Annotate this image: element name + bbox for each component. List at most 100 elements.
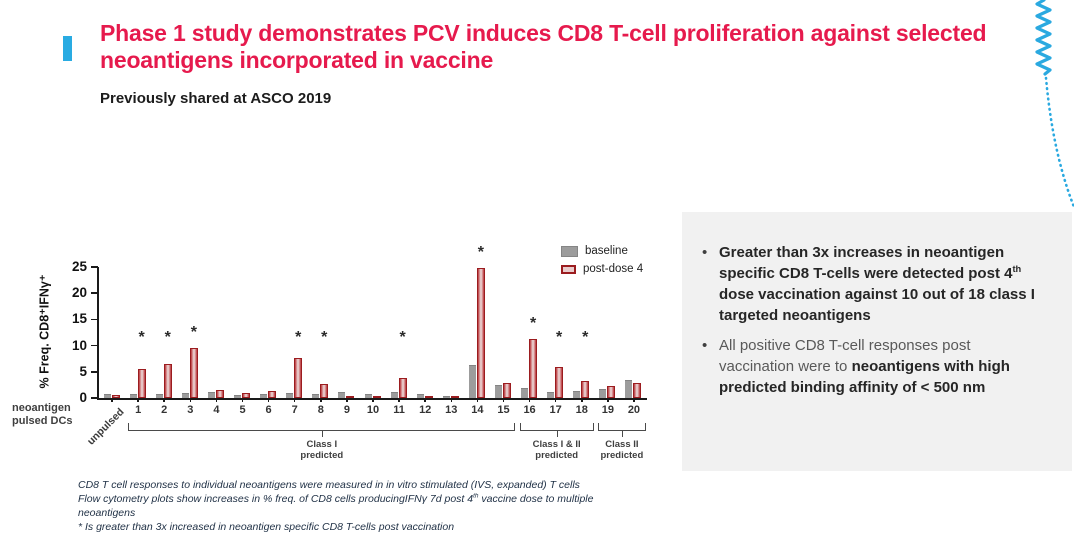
bracket-tick xyxy=(321,430,324,437)
bar-postdose-7 xyxy=(294,357,303,398)
bar-baseline-15 xyxy=(494,384,502,398)
text-segment: th xyxy=(1012,264,1022,274)
bar-baseline-4 xyxy=(207,392,215,398)
bar-baseline-3 xyxy=(181,392,189,398)
significance-star-8: * xyxy=(321,329,328,346)
x-label-16: 16 xyxy=(523,404,536,416)
bar-baseline-17 xyxy=(547,391,555,398)
slide-subtitle: Previously shared at ASCO 2019 xyxy=(100,90,332,107)
bar-postdose-9 xyxy=(346,396,355,398)
text-segment: vaccine dose to multiple neoantigens xyxy=(78,493,594,519)
bracket-label: Class I & II predicted xyxy=(532,439,581,461)
x-label-4: 4 xyxy=(213,404,220,416)
text-segment: CD8 T cell responses to individual neoan… xyxy=(78,479,580,491)
chart-legend: baseline post-dose 4 xyxy=(561,245,643,281)
y-tick-mark xyxy=(91,397,98,399)
insight-bullet-list: Greater than 3x increases in neoantigen … xyxy=(702,242,1048,398)
x-tick-mark xyxy=(633,398,635,402)
x-label-14: 14 xyxy=(471,404,484,416)
text-segment: * Is greater than 3x increased in neoant… xyxy=(78,521,455,533)
y-tick-label: 0 xyxy=(79,390,87,405)
bar-baseline-2 xyxy=(155,394,163,398)
bar-chart: % Freq. CD8⁺IFNγ⁺ 0 5 10 15 20 25 unpulsed 1 * 2 *… xyxy=(38,244,647,461)
bar-postdose-8 xyxy=(320,384,329,398)
bar-postdose-13 xyxy=(450,396,459,398)
bracket-tick xyxy=(621,430,624,437)
bar-baseline-20 xyxy=(625,380,633,398)
significance-star-7: * xyxy=(295,329,302,346)
bar-baseline-14 xyxy=(468,364,476,398)
text-segment: Greater than 3x increases in neoantigen … xyxy=(719,244,1013,282)
x-label-20: 20 xyxy=(627,404,641,416)
x-label-11: 11 xyxy=(393,404,405,416)
x-tick-mark xyxy=(215,398,218,402)
bar-postdose-11 xyxy=(398,378,407,398)
text-segment: Flow cytometry plots show increases in %… xyxy=(78,493,474,505)
x-tick-mark xyxy=(554,398,557,402)
plot-area: 0 5 10 15 20 25 unpulsed 1 * 2 * 3 * 4 5 6 7 * 8 * 9 10 11 * 12 1… xyxy=(72,244,647,461)
x-tick-mark xyxy=(398,398,400,402)
bar-baseline-18 xyxy=(573,391,581,398)
x-tick-mark xyxy=(372,398,374,402)
y-tick-label: 20 xyxy=(71,285,87,301)
x-tick-mark xyxy=(111,398,113,402)
x-tick-mark xyxy=(163,398,165,402)
x-label-7: 7 xyxy=(291,404,298,416)
y-tick-label: 25 xyxy=(71,259,87,274)
significance-star-2: * xyxy=(164,329,171,346)
y-tick-label: 15 xyxy=(71,311,87,327)
bar-baseline-12 xyxy=(416,393,424,398)
bar-postdose-3 xyxy=(189,348,198,398)
bar-postdose-4 xyxy=(215,390,224,398)
bar-baseline-9 xyxy=(338,392,346,398)
x-tick-mark xyxy=(346,398,348,402)
bar-postdose-2 xyxy=(163,364,172,398)
x-tick-mark xyxy=(267,398,270,402)
y-tick-label: 10 xyxy=(71,337,87,353)
x-tick-mark xyxy=(450,398,453,402)
x-label-17: 17 xyxy=(549,404,562,416)
significance-star-3: * xyxy=(190,324,197,342)
x-tick-mark xyxy=(137,398,139,402)
x-label-10: 10 xyxy=(366,404,380,416)
x-label-13: 13 xyxy=(445,404,458,416)
bar-baseline-11 xyxy=(390,392,398,398)
bar-baseline-19 xyxy=(599,388,607,398)
y-axis-label: % Freq. CD8⁺IFNγ⁺ xyxy=(37,274,52,389)
y-tick-mark xyxy=(91,371,98,373)
x-label-12: 12 xyxy=(419,404,432,416)
x-label-18: 18 xyxy=(575,404,588,416)
legend-label: post-dose 4 xyxy=(583,263,644,275)
postdose-legend-swatch xyxy=(561,264,576,274)
bar-baseline-10 xyxy=(364,394,372,398)
text-segment: th xyxy=(473,492,479,500)
insight-bullet: Greater than 3x increases in neoantigen … xyxy=(702,242,1048,326)
significance-star-14: * xyxy=(477,244,484,262)
bar-baseline-7 xyxy=(286,392,294,398)
x-label-1: 1 xyxy=(135,404,142,416)
bracket-class-i-ii: Class I & II predicted xyxy=(519,423,594,461)
bar-baseline-6 xyxy=(260,394,268,398)
bar-baseline-13 xyxy=(442,396,450,398)
bar-postdose-12 xyxy=(424,396,433,398)
significance-star-17: * xyxy=(556,329,563,346)
x-tick-mark xyxy=(607,398,609,402)
bar-postdose-19 xyxy=(607,385,616,398)
x-tick-mark xyxy=(189,398,192,402)
bar-baseline-5 xyxy=(234,395,242,398)
bar-postdose-10 xyxy=(372,396,381,398)
x-tick-mark xyxy=(241,398,244,402)
bar-postdose-17 xyxy=(555,366,564,398)
legend-row: post-dose 4 xyxy=(561,263,643,275)
slide-title: Phase 1 study demonstrates PCV induces C… xyxy=(100,20,987,73)
bar-postdose-18 xyxy=(581,381,590,398)
x-label-3: 3 xyxy=(187,404,194,416)
bracket-class-ii: Class II predicted xyxy=(597,423,646,461)
x-tick-mark xyxy=(581,398,583,402)
bracket-label: Class II predicted xyxy=(600,439,644,461)
bar-postdose-unpulsed xyxy=(111,395,120,398)
legend-row: baseline xyxy=(561,245,643,257)
